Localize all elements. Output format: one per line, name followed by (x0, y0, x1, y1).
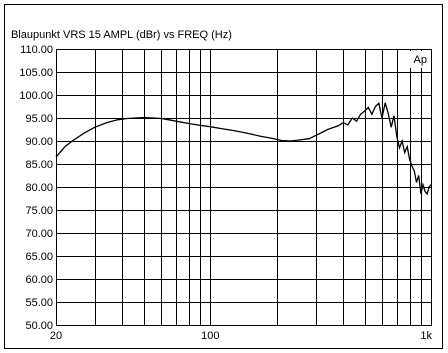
x-tick-label: 1k (420, 330, 432, 342)
x-tick-label: 100 (201, 330, 219, 342)
x-axis-tick-labels: 20 100 1k (50, 330, 433, 342)
y-tick-label: 80.00 (25, 182, 53, 194)
response-curve (55, 102, 432, 196)
ap-badge: Ap (414, 54, 427, 66)
y-tick-label: 95.00 (25, 113, 53, 125)
chart-frame (4, 4, 443, 349)
y-tick-label: 65.00 (25, 251, 53, 263)
y-axis-tick-labels: 110.00 105.00 100.00 95.00 90.00 85.00 80.00 75… (19, 44, 53, 332)
y-tick-label: 90.00 (25, 136, 53, 148)
y-tick-label: 85.00 (25, 159, 53, 171)
y-tick-label: 105.00 (19, 67, 53, 79)
y-tick-label: 55.00 (25, 297, 53, 309)
chart-title: Blaupunkt VRS 15 AMPL (dBr) vs FREQ (Hz) (11, 29, 232, 41)
grid-layer (56, 49, 432, 326)
badge-background (408, 51, 430, 68)
x-tick-label: 20 (50, 330, 62, 342)
y-tick-label: 110.00 (20, 44, 53, 56)
y-tick-label: 50.00 (25, 320, 53, 332)
y-tick-label: 100.00 (19, 90, 53, 102)
y-tick-label: 70.00 (25, 228, 53, 240)
y-tick-label: 75.00 (25, 205, 53, 217)
y-tick-label: 60.00 (25, 274, 53, 286)
plot-area-border (56, 49, 432, 326)
